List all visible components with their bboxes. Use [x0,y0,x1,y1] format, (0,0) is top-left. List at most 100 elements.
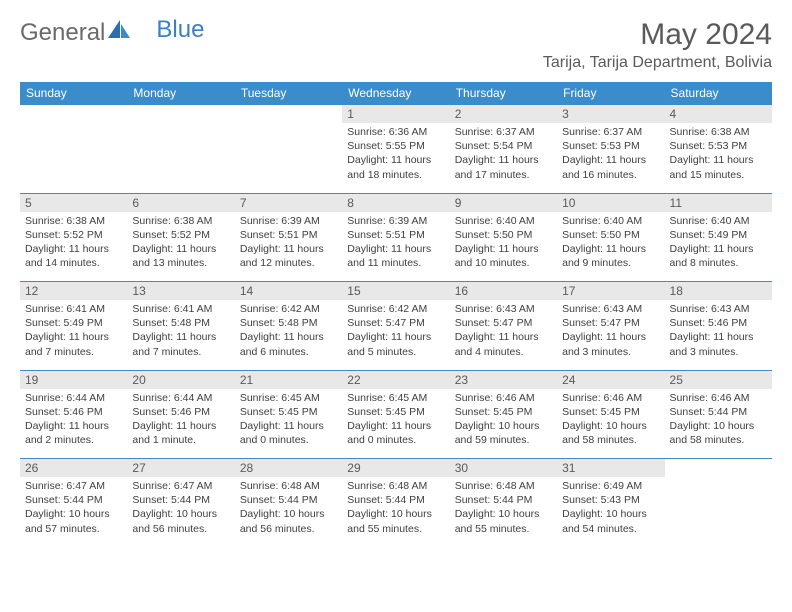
location-text: Tarija, Tarija Department, Bolivia [543,54,772,72]
day-detail-cell [127,123,234,185]
week-spacer [20,362,772,370]
week-spacer [20,451,772,459]
day-number-cell: 13 [127,282,234,301]
day-detail-cell: Sunrise: 6:39 AMSunset: 5:51 PMDaylight:… [235,212,342,274]
day-number-cell: 11 [665,193,772,212]
day-detail-cell: Sunrise: 6:48 AMSunset: 5:44 PMDaylight:… [235,477,342,539]
day-number-row: 262728293031 [20,459,772,478]
day-detail-cell: Sunrise: 6:43 AMSunset: 5:47 PMDaylight:… [557,300,664,362]
day-number-row: 12131415161718 [20,282,772,301]
day-header-row: SundayMondayTuesdayWednesdayThursdayFrid… [20,82,772,105]
day-detail-cell: Sunrise: 6:46 AMSunset: 5:44 PMDaylight:… [665,389,772,451]
day-detail-cell: Sunrise: 6:38 AMSunset: 5:53 PMDaylight:… [665,123,772,185]
day-header-cell: Sunday [20,82,127,105]
day-number-cell: 3 [557,105,664,124]
day-detail-cell: Sunrise: 6:46 AMSunset: 5:45 PMDaylight:… [450,389,557,451]
day-detail-cell: Sunrise: 6:41 AMSunset: 5:48 PMDaylight:… [127,300,234,362]
day-detail-cell: Sunrise: 6:46 AMSunset: 5:45 PMDaylight:… [557,389,664,451]
day-detail-cell: Sunrise: 6:39 AMSunset: 5:51 PMDaylight:… [342,212,449,274]
day-number-cell: 5 [20,193,127,212]
day-detail-cell: Sunrise: 6:43 AMSunset: 5:46 PMDaylight:… [665,300,772,362]
day-number-cell: 25 [665,370,772,389]
day-number-cell: 29 [342,459,449,478]
day-number-cell: 2 [450,105,557,124]
day-detail-cell: Sunrise: 6:38 AMSunset: 5:52 PMDaylight:… [20,212,127,274]
day-number-cell: 14 [235,282,342,301]
day-header-cell: Thursday [450,82,557,105]
brand-logo: General Blue [20,18,204,47]
day-number-cell: 7 [235,193,342,212]
day-number-cell: 9 [450,193,557,212]
day-detail-cell: Sunrise: 6:47 AMSunset: 5:44 PMDaylight:… [127,477,234,539]
day-header-cell: Wednesday [342,82,449,105]
day-number-cell: 31 [557,459,664,478]
day-detail-cell: Sunrise: 6:40 AMSunset: 5:50 PMDaylight:… [557,212,664,274]
day-header-cell: Friday [557,82,664,105]
day-detail-cell: Sunrise: 6:44 AMSunset: 5:46 PMDaylight:… [127,389,234,451]
day-number-row: 1234 [20,105,772,124]
day-detail-cell: Sunrise: 6:42 AMSunset: 5:48 PMDaylight:… [235,300,342,362]
week-spacer [20,185,772,193]
day-detail-cell [235,123,342,185]
day-number-cell: 4 [665,105,772,124]
day-detail-cell: Sunrise: 6:45 AMSunset: 5:45 PMDaylight:… [235,389,342,451]
day-number-cell: 16 [450,282,557,301]
day-header-cell: Saturday [665,82,772,105]
week-spacer [20,274,772,282]
title-block: May 2024 Tarija, Tarija Department, Boli… [543,18,772,72]
calendar-table: SundayMondayTuesdayWednesdayThursdayFrid… [20,82,772,539]
day-number-cell [20,105,127,124]
brand-blue: Blue [156,16,204,44]
day-number-cell: 6 [127,193,234,212]
day-number-row: 19202122232425 [20,370,772,389]
day-detail-cell: Sunrise: 6:47 AMSunset: 5:44 PMDaylight:… [20,477,127,539]
day-number-cell: 27 [127,459,234,478]
day-detail-cell [665,477,772,539]
day-detail-cell: Sunrise: 6:48 AMSunset: 5:44 PMDaylight:… [342,477,449,539]
day-detail-cell: Sunrise: 6:42 AMSunset: 5:47 PMDaylight:… [342,300,449,362]
day-number-cell: 17 [557,282,664,301]
day-detail-cell: Sunrise: 6:43 AMSunset: 5:47 PMDaylight:… [450,300,557,362]
brand-general: General [20,19,105,47]
day-number-cell: 15 [342,282,449,301]
day-number-cell: 10 [557,193,664,212]
month-title: May 2024 [543,18,772,52]
day-number-cell: 22 [342,370,449,389]
day-detail-row: Sunrise: 6:38 AMSunset: 5:52 PMDaylight:… [20,212,772,274]
day-detail-row: Sunrise: 6:44 AMSunset: 5:46 PMDaylight:… [20,389,772,451]
header: General Blue May 2024 Tarija, Tarija Dep… [20,18,772,72]
day-detail-cell: Sunrise: 6:37 AMSunset: 5:53 PMDaylight:… [557,123,664,185]
day-detail-cell: Sunrise: 6:44 AMSunset: 5:46 PMDaylight:… [20,389,127,451]
day-detail-cell [20,123,127,185]
day-detail-cell: Sunrise: 6:45 AMSunset: 5:45 PMDaylight:… [342,389,449,451]
day-number-cell: 8 [342,193,449,212]
day-detail-row: Sunrise: 6:36 AMSunset: 5:55 PMDaylight:… [20,123,772,185]
day-number-cell [127,105,234,124]
day-detail-row: Sunrise: 6:41 AMSunset: 5:49 PMDaylight:… [20,300,772,362]
day-number-cell: 23 [450,370,557,389]
day-number-cell: 18 [665,282,772,301]
day-detail-cell: Sunrise: 6:36 AMSunset: 5:55 PMDaylight:… [342,123,449,185]
day-number-cell [665,459,772,478]
day-detail-cell: Sunrise: 6:40 AMSunset: 5:49 PMDaylight:… [665,212,772,274]
day-detail-cell: Sunrise: 6:49 AMSunset: 5:43 PMDaylight:… [557,477,664,539]
day-number-cell: 21 [235,370,342,389]
day-detail-cell: Sunrise: 6:41 AMSunset: 5:49 PMDaylight:… [20,300,127,362]
day-detail-cell: Sunrise: 6:48 AMSunset: 5:44 PMDaylight:… [450,477,557,539]
day-number-cell: 30 [450,459,557,478]
calendar-body: 1234Sunrise: 6:36 AMSunset: 5:55 PMDayli… [20,105,772,540]
brand-sail-icon [106,18,132,47]
day-number-cell: 12 [20,282,127,301]
day-detail-cell: Sunrise: 6:37 AMSunset: 5:54 PMDaylight:… [450,123,557,185]
day-number-cell: 26 [20,459,127,478]
day-number-cell [235,105,342,124]
day-header-cell: Tuesday [235,82,342,105]
day-number-cell: 19 [20,370,127,389]
day-number-row: 567891011 [20,193,772,212]
day-detail-row: Sunrise: 6:47 AMSunset: 5:44 PMDaylight:… [20,477,772,539]
day-number-cell: 1 [342,105,449,124]
day-detail-cell: Sunrise: 6:40 AMSunset: 5:50 PMDaylight:… [450,212,557,274]
day-number-cell: 24 [557,370,664,389]
day-header-cell: Monday [127,82,234,105]
day-detail-cell: Sunrise: 6:38 AMSunset: 5:52 PMDaylight:… [127,212,234,274]
